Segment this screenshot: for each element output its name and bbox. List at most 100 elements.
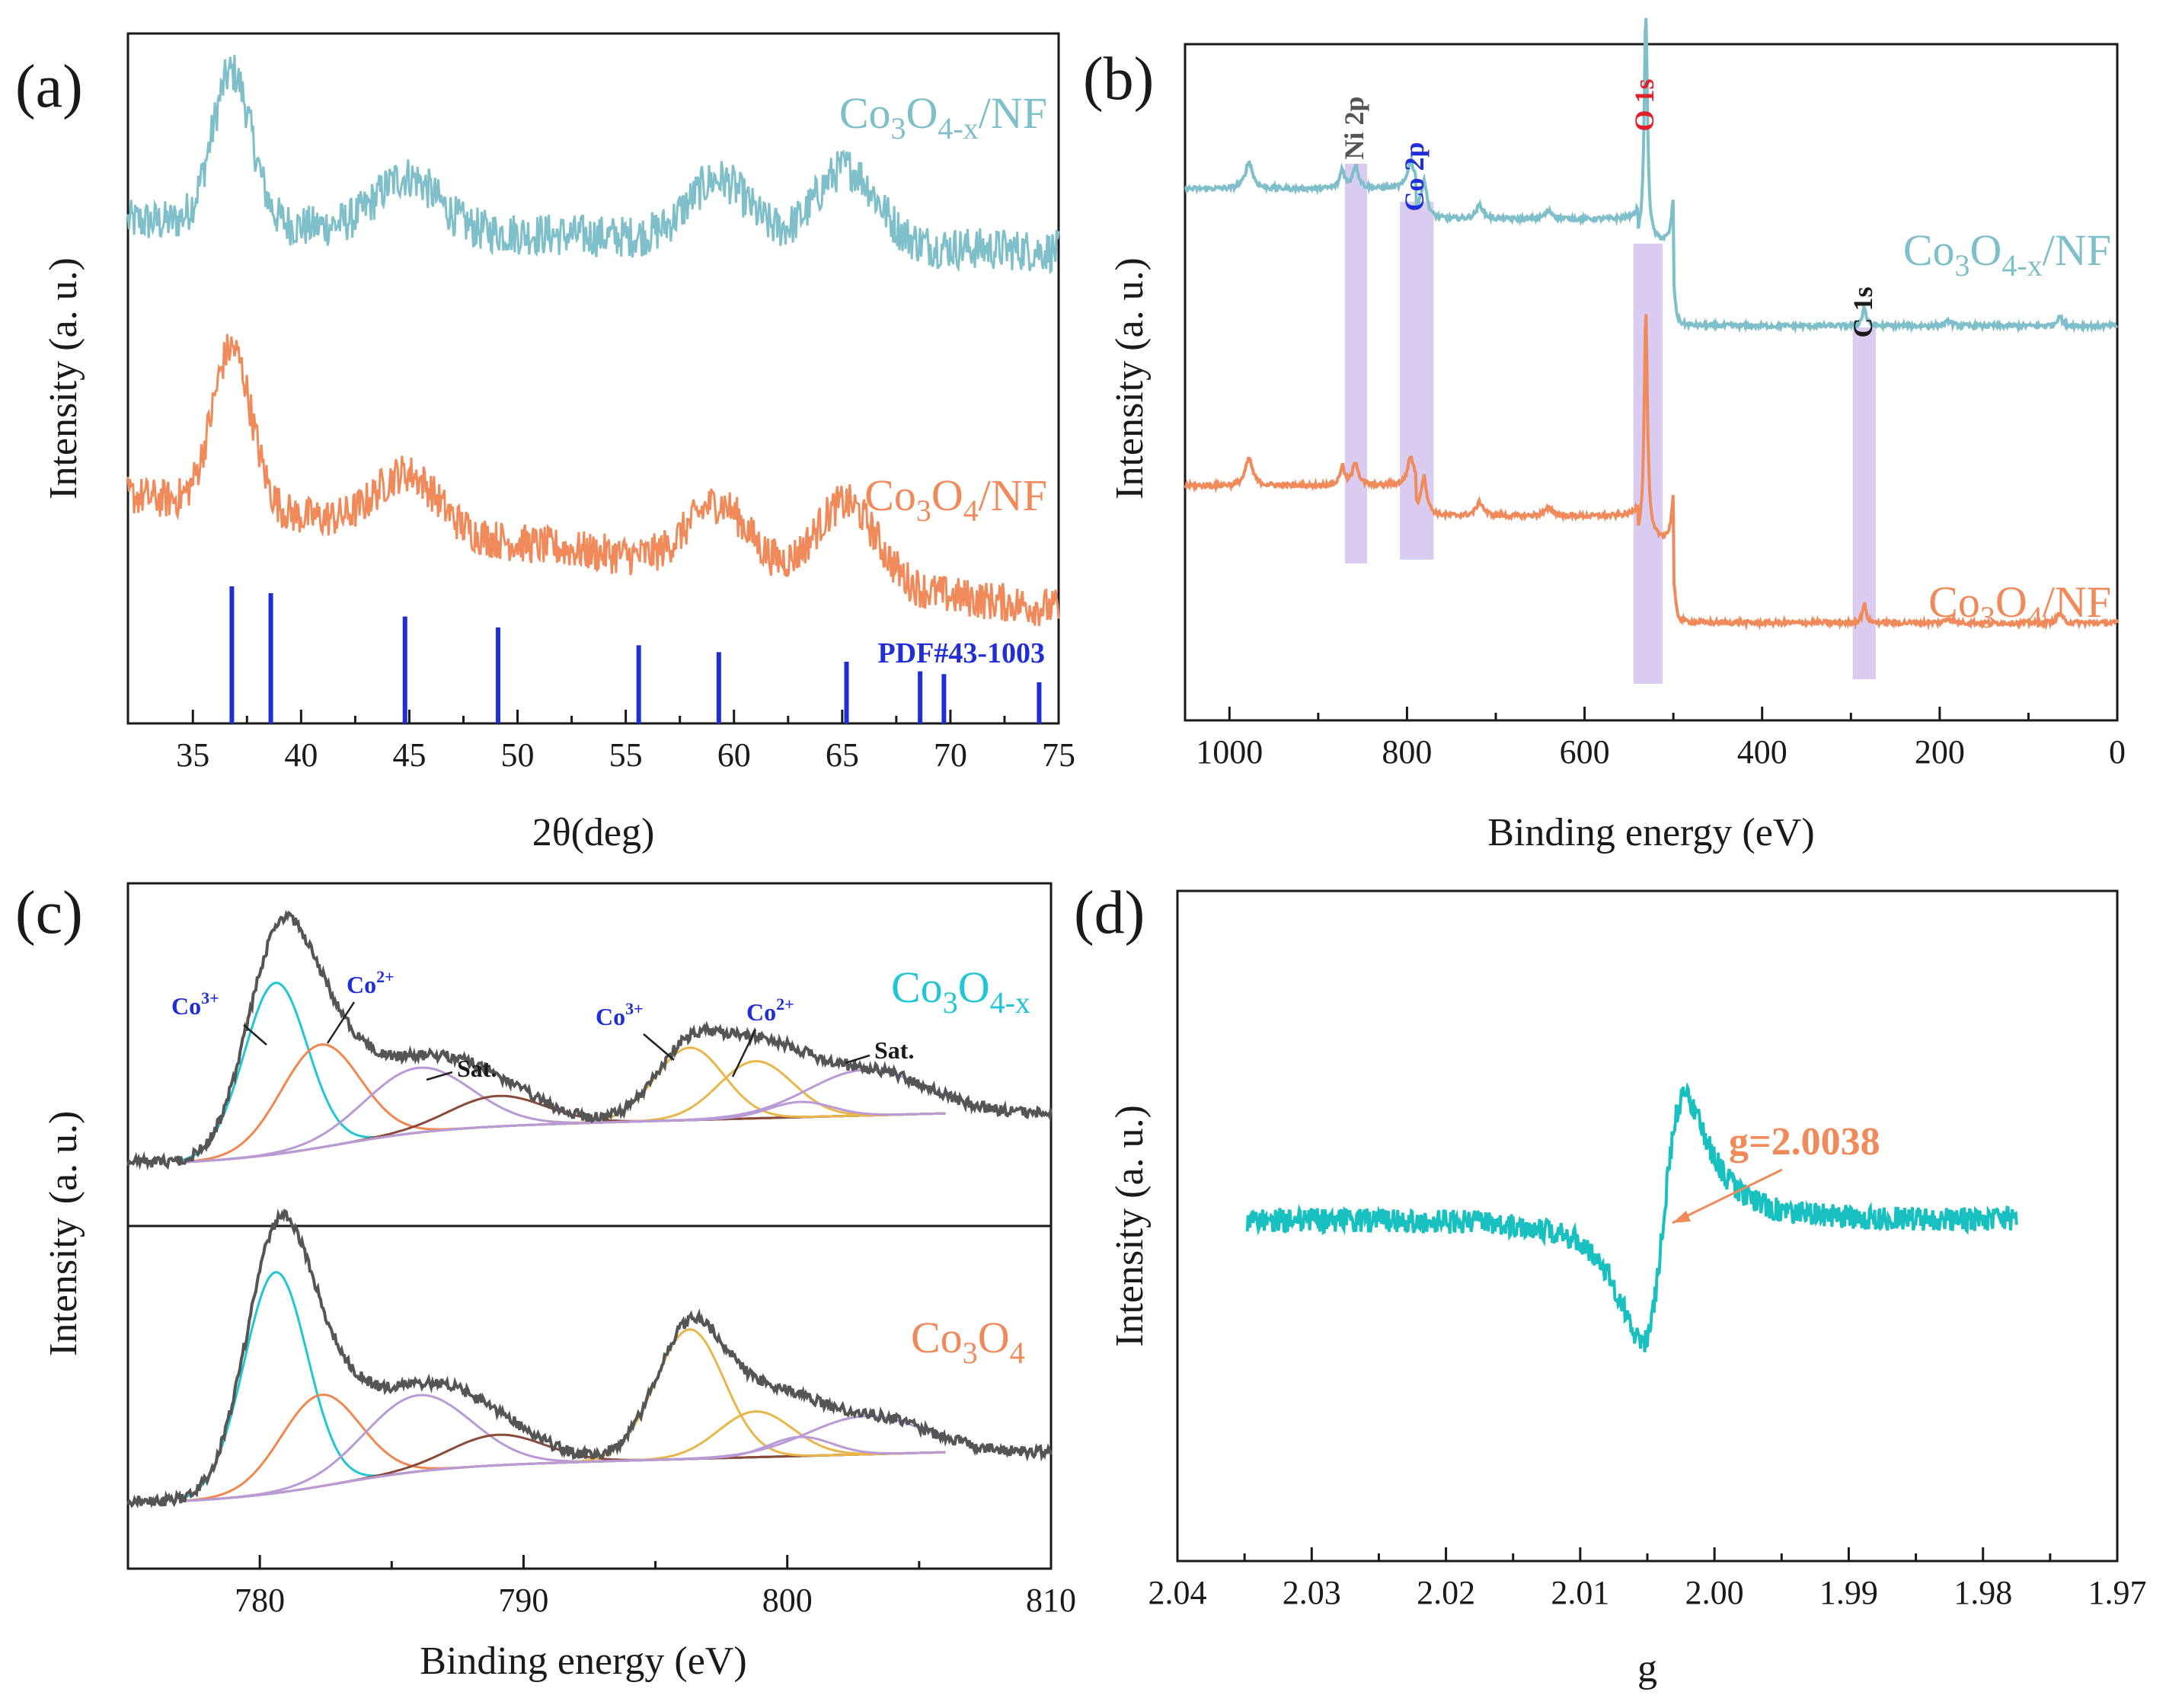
panel-d-x-tick-label-0: 2.04 [1148, 1574, 1207, 1611]
panel-a-legend-co3o4: Co3O4/NF [864, 471, 1047, 528]
panel-c-bot-component-6 [180, 1435, 946, 1502]
panel-b: (b) 1000 800 600 400 200 0 Binding energy (eV… [1083, 18, 2126, 854]
panel-b-x-tick-label-0: 1000 [1196, 733, 1263, 771]
co3-label-left: Co3+ [171, 988, 219, 1020]
panel-a-label: (a) [15, 53, 83, 120]
panel-c-x-tick-label-2: 800 [762, 1582, 813, 1619]
co3-label-right: Co3+ [596, 999, 644, 1030]
co2-label-left: Co2+ [347, 967, 395, 998]
panel-b-x-tick-label-5: 0 [2109, 733, 2126, 771]
panel-d-epr-signal [1245, 1081, 2018, 1352]
panel-d-xlabel: g [1637, 1647, 1657, 1690]
panel-a-frame [126, 32, 1060, 725]
panel-b-peak-label-1: Co 2p [1399, 142, 1430, 211]
panel-a-x-tick-label-7: 70 [934, 736, 967, 774]
panel-d-x-tick-label-5: 1.99 [1819, 1574, 1878, 1611]
panel-c-bot-component-0 [180, 1271, 946, 1500]
panel-d-x-axis: 2.04 2.03 2.02 2.01 2.00 1.99 1.98 1.97 [1148, 1547, 2147, 1611]
panel-c-bot-component-7 [180, 1415, 946, 1502]
panel-b-x-axis: 1000 800 600 400 200 0 [1196, 707, 2126, 771]
panel-d-ylabel: Intensity (a. u.) [1108, 1105, 1152, 1347]
panel-d-g-arrowhead [1672, 1211, 1691, 1223]
panel-a-x-tick-label-5: 60 [717, 736, 751, 774]
panel-a-x-tick-label-1: 40 [284, 736, 318, 774]
co3-arrow-right [643, 1033, 675, 1061]
co2-arrow-left [326, 1001, 356, 1044]
panel-d-g-arrow [1672, 1168, 1783, 1224]
panel-c-top-baseline [180, 1112, 946, 1164]
co2-label-right: Co2+ [746, 994, 794, 1026]
co2-arrow-right [731, 1029, 757, 1077]
sat-arrow-left [426, 1071, 453, 1081]
panel-c-top-component-0 [180, 982, 946, 1162]
panel-b-x-tick-label-1: 800 [1382, 733, 1432, 771]
panel-c-x-tick-label-1: 790 [498, 1582, 548, 1619]
panel-c-ylabel-top: (a. u.) [42, 1111, 85, 1205]
panel-b-band-0 [1344, 164, 1367, 563]
panel-b-x-tick-label-4: 200 [1915, 733, 1965, 771]
panel-c-x-tick-label-0: 780 [235, 1582, 285, 1619]
panel-c-bot-raw [126, 1208, 1053, 1508]
sat-label-left: Sat. [457, 1055, 497, 1082]
panel-d-x-tick-label-4: 2.00 [1685, 1574, 1744, 1611]
panel-c-bottom-spectrum [126, 1208, 1053, 1508]
panel-b-label: (b) [1083, 46, 1154, 113]
panel-a-x-tick-label-2: 45 [392, 736, 426, 774]
panel-c-label: (c) [15, 880, 83, 947]
panel-c-ylabel: Intensity [42, 1218, 85, 1356]
panel-b-peak-label-2: O 1s [1629, 78, 1660, 131]
panel-d-label: (d) [1074, 880, 1145, 947]
panel-a-x-tick-label-0: 35 [176, 736, 209, 774]
panel-b-peak-label-0: Ni 2p [1339, 96, 1369, 159]
panel-a-reference-lines [229, 586, 1042, 723]
panel-a-x-tick-label-8: 75 [1042, 736, 1075, 774]
panel-b-xlabel: Binding energy (eV) [1487, 811, 1814, 854]
panel-a-x-tick-label-4: 55 [609, 736, 643, 774]
panel-c-xlabel: Binding energy (eV) [420, 1639, 746, 1683]
panel-b-legend-co3o4x: Co3O4-x/NF [1903, 225, 2111, 283]
panel-a-series-co3o4x [126, 55, 1060, 275]
panel-a-ref-label: PDF#43-1003 [877, 637, 1045, 669]
panel-b-x-tick-label-3: 400 [1737, 733, 1787, 771]
panel-a-xlabel: 2θ(deg) [532, 811, 655, 854]
panel-b-peak-labels: Ni 2p Co 2p O 1s C 1s [1339, 78, 1878, 337]
panel-d-x-tick-label-6: 1.98 [1954, 1574, 2012, 1611]
panel-a-x-tick-label-3: 50 [501, 736, 535, 774]
panel-d: (d) 2.04 2.03 2.02 2.01 2.00 1.99 1.98 1.97 g I… [1074, 880, 2147, 1690]
panel-c-top-component-7 [180, 1068, 947, 1164]
panel-a-ylabel: Intensity (a. u.) [42, 257, 85, 500]
panel-b-peak-label-3: C 1s [1848, 286, 1878, 337]
panel-d-x-tick-label-1: 2.03 [1283, 1574, 1341, 1611]
panel-a-series-co3o4 [126, 334, 1060, 626]
panel-c-legend-top: Co3O4-x [891, 963, 1030, 1020]
panel-b-legend-co3o4: Co3O4/NF [1928, 577, 2111, 634]
panel-a-legend-co3o4x: Co3O4-x/NF [839, 88, 1047, 145]
panel-b-highlight-bands [1344, 164, 1876, 684]
panel-d-x-tick-label-7: 1.97 [2088, 1574, 2147, 1611]
sat-label-right: Sat. [874, 1036, 914, 1064]
panel-d-g-value: g=2.0038 [1729, 1120, 1880, 1164]
panel-b-x-tick-label-2: 600 [1560, 733, 1610, 771]
panel-c-x-tick-label-3: 810 [1026, 1582, 1076, 1619]
panel-c-top-spectrum [126, 909, 1053, 1171]
panel-b-series-co3o4 [1184, 314, 2119, 631]
panel-d-x-tick-label-2: 2.02 [1417, 1574, 1475, 1611]
panel-c-annotations: Co3+ Co2+ Sat. Co3+ Co2+ Sat. [171, 967, 914, 1082]
panel-a: (a) 35 40 45 50 55 60 65 70 75 2θ(deg) Intensity… [15, 32, 1075, 854]
panel-d-x-tick-label-3: 2.01 [1551, 1574, 1609, 1611]
panel-b-ylabel: Intensity (a. u.) [1108, 257, 1152, 500]
panel-b-series-co3o4x [1184, 18, 2119, 334]
sat-arrow-right [845, 1054, 871, 1065]
panel-c-top-raw [126, 909, 1053, 1171]
panel-a-x-tick-label-6: 65 [826, 736, 859, 774]
panel-c-x-axis: 780 790 800 810 [235, 1555, 1076, 1619]
panel-c: (c) 780 790 800 810 Binding energy (eV) (a.… [15, 880, 1076, 1683]
panel-a-x-axis: 35 40 45 50 55 60 65 70 75 [176, 710, 1075, 774]
panel-b-band-1 [1400, 202, 1434, 560]
panel-b-frame [1184, 43, 2119, 722]
panel-c-legend-bottom: Co3O4 [911, 1313, 1025, 1370]
panel-c-top-component-2 [180, 1066, 946, 1164]
co3-arrow-left [243, 1024, 267, 1046]
panel-c-bot-baseline [180, 1451, 946, 1502]
